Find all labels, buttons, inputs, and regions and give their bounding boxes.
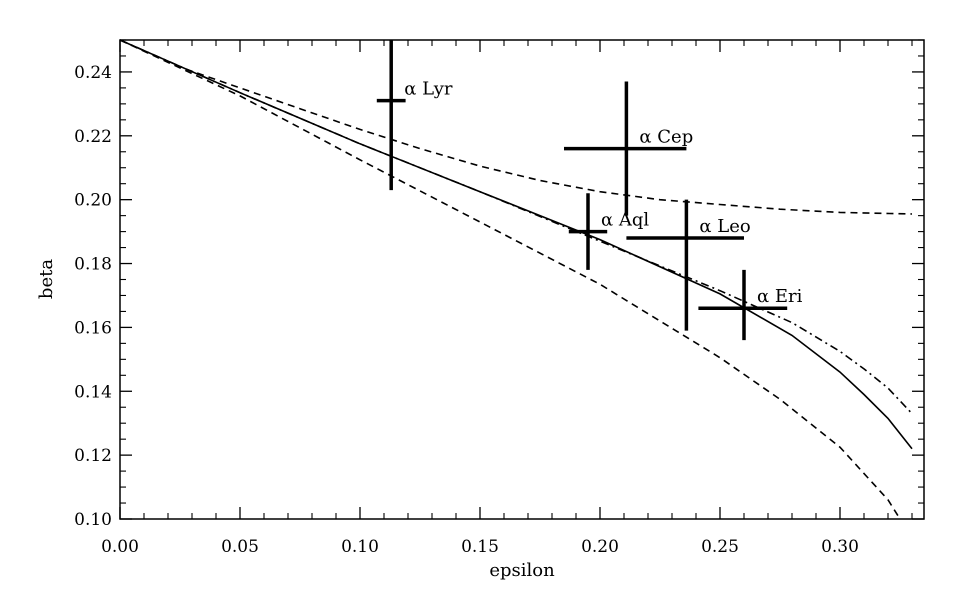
model-curves <box>119 39 913 520</box>
y-tick-label: 0.14 <box>74 382 112 402</box>
star-label: α Lyr <box>404 79 453 100</box>
y-tick-label: 0.20 <box>74 191 112 211</box>
x-tick-label: 0.25 <box>701 537 739 557</box>
y-tick-label: 0.22 <box>74 127 112 147</box>
star-label: α Cep <box>639 127 693 148</box>
x-tick-label: 0.05 <box>221 537 259 557</box>
curve-dashed-2 <box>119 39 913 215</box>
curve-dash-dot-1 <box>119 39 913 415</box>
y-tick-label: 0.12 <box>74 446 112 466</box>
plot-frame <box>119 39 925 520</box>
x-tick-label: 0.10 <box>341 537 379 557</box>
star-label: α Aql <box>601 210 649 231</box>
curve-solid-0 <box>119 39 913 450</box>
star-label: α Leo <box>699 216 750 237</box>
x-tick-label: 0.15 <box>461 537 499 557</box>
star-label: α Eri <box>757 286 803 307</box>
x-tick-labels: 0.00 0.05 0.10 0.15 0.20 0.25 0.30 <box>101 537 859 557</box>
y-tick-labels: 0.10 0.12 0.14 0.16 0.18 0.20 0.22 0.24 <box>74 63 112 530</box>
star-error-crosses: α Lyr α Cep α Aql α Leo α Eri <box>376 40 803 341</box>
curve-dashed-3 <box>119 39 901 520</box>
y-tick-label: 0.18 <box>74 255 112 275</box>
x-tick-label: 0.30 <box>821 537 859 557</box>
x-tick-label: 0.00 <box>101 537 139 557</box>
y-tick-label: 0.16 <box>74 318 112 338</box>
y-axis-title: beta <box>36 259 57 299</box>
x-tick-label: 0.20 <box>581 537 619 557</box>
y-tick-label: 0.10 <box>74 510 112 530</box>
y-tick-label: 0.24 <box>74 63 112 83</box>
axis-ticks <box>119 39 924 520</box>
x-axis-title: epsilon <box>489 560 555 581</box>
